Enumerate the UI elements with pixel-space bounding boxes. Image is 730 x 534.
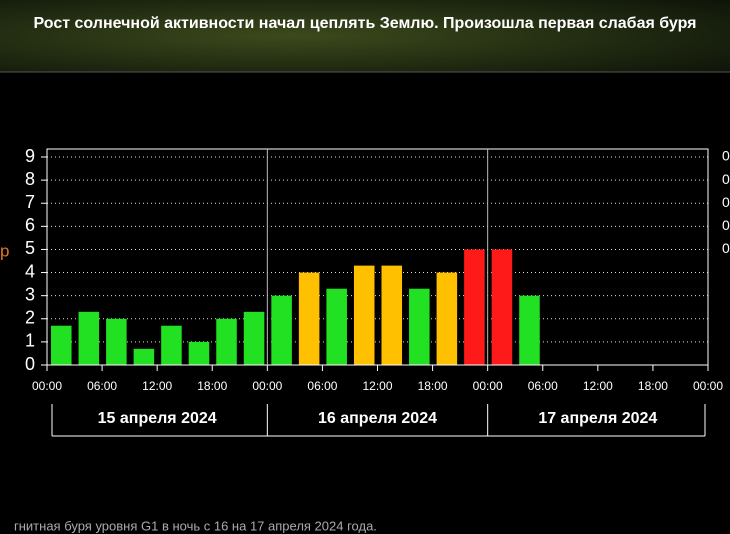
bar [188,341,210,365]
x-tick-label: 00:00 [473,379,503,393]
bar [216,318,237,365]
y-tick-label: 1 [25,331,35,351]
x-tick-label: 00:00 [32,379,62,393]
day-label: 17 апреля 2024 [538,410,657,427]
x-tick-label: 06:00 [528,379,558,393]
y-tick-label: 6 [25,215,35,235]
bar [78,311,100,365]
bar [51,325,72,365]
bar [353,265,375,365]
bar [298,272,320,365]
y-tick-label: 0 [25,354,35,374]
x-tick-label: 18:00 [418,379,448,393]
bar [326,288,347,365]
bar [243,311,265,365]
x-tick-label: 12:00 [362,379,392,393]
x-tick-label: 12:00 [583,379,613,393]
y-tick-label: 2 [25,308,35,328]
title: Рост солнечной активности начал цеплять … [34,15,697,32]
x-tick-label: 06:00 [307,379,337,393]
day-label: 15 апреля 2024 [98,410,217,427]
bar [161,325,182,365]
x-tick-label: 06:00 [87,379,117,393]
right-label: 0 [722,171,730,187]
right-label: 0 [722,240,730,256]
x-tick-label: 18:00 [197,379,227,393]
bar [464,249,485,365]
bar [519,295,540,365]
caption: гнитная буря уровня G1 в ночь с 16 на 17… [14,518,377,533]
bar [381,265,403,365]
day-label: 16 апреля 2024 [318,410,437,427]
x-tick-label: 18:00 [638,379,668,393]
x-tick-label: 00:00 [252,379,282,393]
y-tick-label: 8 [25,169,35,189]
bar [409,288,430,365]
x-tick-label: 00:00 [693,379,723,393]
y-tick-label: 9 [25,146,35,166]
banner [0,0,730,72]
bar [271,295,292,365]
x-tick-label: 12:00 [142,379,172,393]
right-label: 0 [722,194,730,210]
right-label: 0 [722,217,730,233]
bar [106,318,127,365]
bar [491,249,513,365]
y-tick-label: 3 [25,284,35,304]
y-tick-label: 5 [25,238,35,258]
y-tick-label: 4 [25,261,35,281]
left-label: р [0,241,9,260]
bar [133,348,155,365]
right-label: 0 [722,148,730,164]
y-tick-label: 7 [25,192,35,212]
bar [436,272,458,365]
